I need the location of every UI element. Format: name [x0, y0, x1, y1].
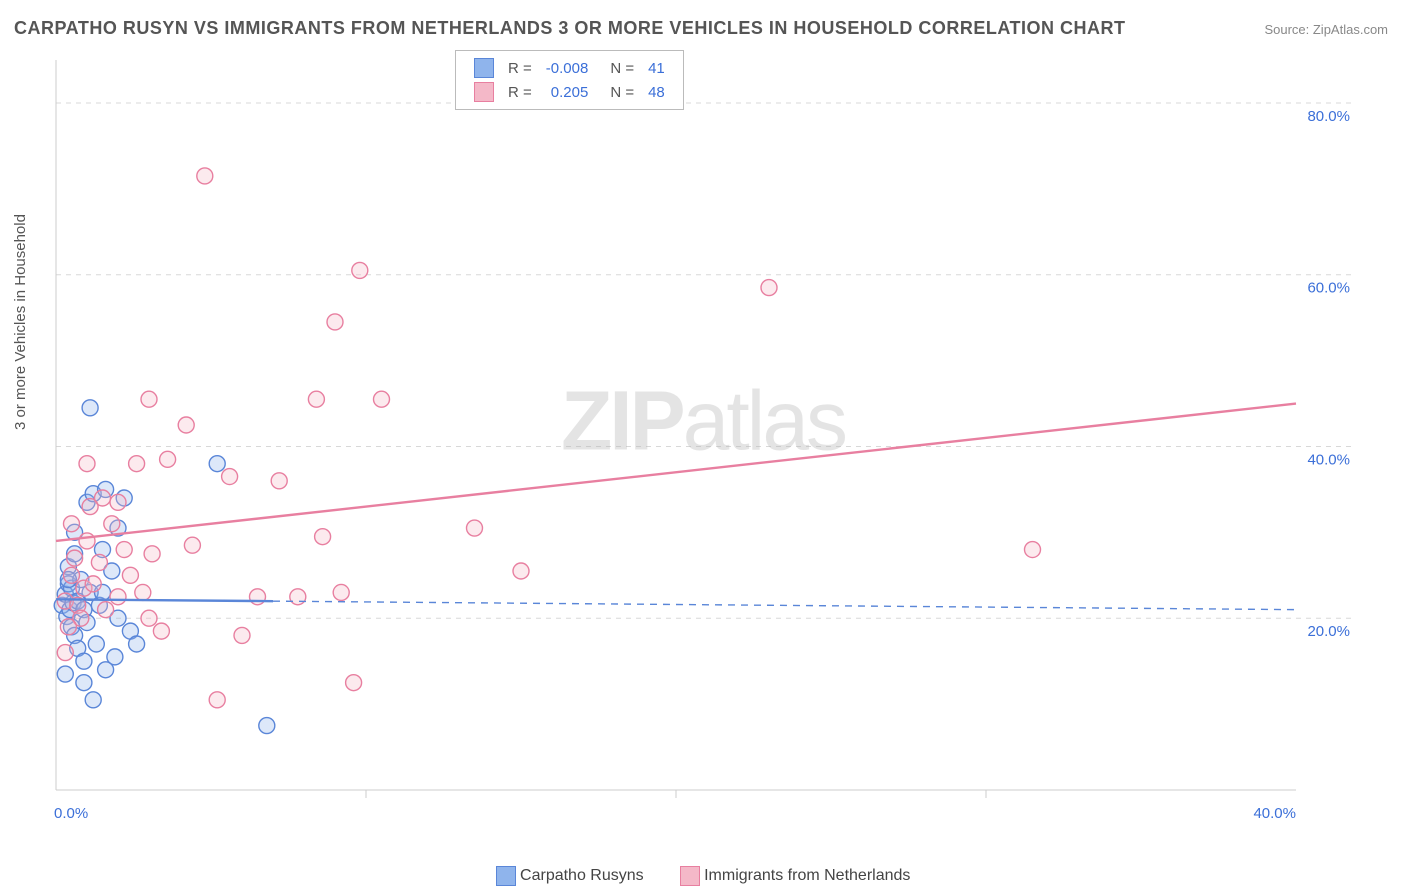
legend-n-value: 48 [642, 81, 671, 103]
y-axis-label: 3 or more Vehicles in Household [12, 214, 29, 430]
plot-area: 20.0%40.0%60.0%80.0%0.0%40.0% ZIPatlas R… [50, 50, 1356, 840]
legend-r-value: 0.205 [540, 81, 595, 103]
legend-r-value: -0.008 [540, 57, 595, 79]
svg-text:80.0%: 80.0% [1307, 108, 1350, 125]
svg-text:20.0%: 20.0% [1307, 623, 1350, 640]
series-legend: Carpatho Rusyns Immigrants from Netherla… [0, 866, 1406, 886]
svg-text:60.0%: 60.0% [1307, 280, 1350, 297]
legend-label: Carpatho Rusyns [520, 867, 644, 884]
legend-swatch [474, 82, 494, 102]
chart-title: CARPATHO RUSYN VS IMMIGRANTS FROM NETHER… [14, 18, 1126, 39]
legend-item: Carpatho Rusyns [496, 866, 644, 886]
stats-legend: R =-0.008N =41 R =0.205N =48 [455, 50, 684, 110]
svg-text:40.0%: 40.0% [1253, 805, 1296, 822]
legend-swatch [474, 58, 494, 78]
source-attribution: Source: ZipAtlas.com [1264, 22, 1388, 37]
scatter-chart: 20.0% 40.0% 60.0% 80.0% 0.0% 40.0% [50, 50, 1356, 840]
legend-r-label: R = [502, 57, 538, 79]
svg-text:0.0%: 0.0% [54, 805, 88, 822]
legend-r-label: R = [502, 81, 538, 103]
legend-n-label: N = [596, 81, 640, 103]
legend-n-value: 41 [642, 57, 671, 79]
legend-label: Immigrants from Netherlands [704, 867, 910, 884]
legend-item: Immigrants from Netherlands [680, 866, 911, 886]
legend-n-label: N = [596, 57, 640, 79]
legend-swatch [680, 866, 700, 886]
legend-swatch [496, 866, 516, 886]
svg-text:40.0%: 40.0% [1307, 451, 1350, 468]
